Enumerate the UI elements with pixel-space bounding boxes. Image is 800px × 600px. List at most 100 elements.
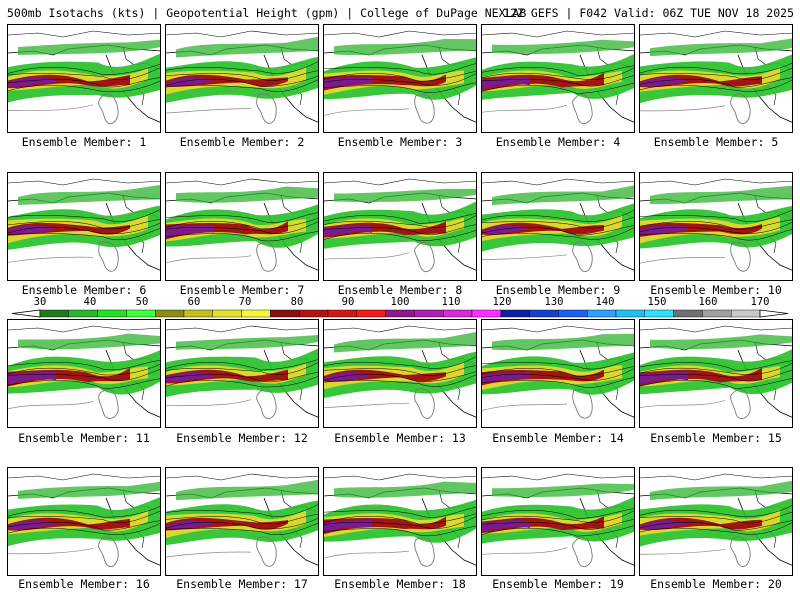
isotach-map-graphic <box>8 325 160 419</box>
colorbar-left-arrow <box>11 309 41 318</box>
colorbar-tick-label: 130 <box>544 296 564 308</box>
colorbar-swatch <box>270 309 300 318</box>
colorbar: 30 40 50 60 70 80 90 100 110 120 130 140 150 160 170 <box>0 296 800 320</box>
colorbar-tick-label: 150 <box>647 296 667 308</box>
ensemble-member-label: Ensemble Member: 12 <box>176 431 308 445</box>
isotach-map-graphic <box>8 473 160 568</box>
colorbar-swatch <box>731 309 761 318</box>
ensemble-member-label: Ensemble Member: 15 <box>650 431 782 445</box>
isotach-map-graphic <box>8 30 160 125</box>
colorbar-tick-label: 30 <box>33 296 47 308</box>
colorbar-swatch <box>644 309 674 318</box>
ensemble-member-map <box>639 467 793 576</box>
colorbar-swatch <box>500 309 530 318</box>
ensemble-member-map <box>7 319 161 428</box>
colorbar-swatch <box>126 309 156 318</box>
ensemble-member-label: Ensemble Member: 2 <box>179 135 305 149</box>
colorbar-swatch <box>529 309 559 318</box>
ensemble-member-label: Ensemble Member: 5 <box>653 135 779 149</box>
ensemble-member-map <box>7 24 161 133</box>
ensemble-member-map <box>165 467 319 576</box>
ensemble-member-label: Ensemble Member: 7 <box>179 283 305 297</box>
ensemble-member-map <box>323 319 477 428</box>
header-title: 500mb Isotachs (kts) | Geopotential Heig… <box>7 6 527 20</box>
ensemble-member-map <box>165 172 319 281</box>
ensemble-member-map <box>481 172 635 281</box>
colorbar-swatch <box>471 309 501 318</box>
colorbar-tick-label: 90 <box>341 296 355 308</box>
colorbar-tick-label: 60 <box>187 296 201 308</box>
isotach-map-graphic <box>166 178 318 272</box>
colorbar-swatch <box>615 309 645 318</box>
ensemble-member-label: Ensemble Member: 14 <box>492 431 624 445</box>
isotach-map-graphic <box>482 473 634 568</box>
colorbar-tick-label: 50 <box>135 296 149 308</box>
isotach-map-graphic <box>166 473 318 567</box>
colorbar-graphic <box>11 309 789 318</box>
isotach-map-graphic <box>166 30 318 124</box>
ensemble-member-map <box>7 467 161 576</box>
colorbar-tick-label: 140 <box>595 296 615 308</box>
ensemble-member-map <box>481 24 635 133</box>
ensemble-member-map <box>323 172 477 281</box>
header: 500mb Isotachs (kts) | Geopotential Heig… <box>0 0 800 24</box>
colorbar-tick-label: 100 <box>390 296 410 308</box>
ensemble-member-label: Ensemble Member: 1 <box>21 135 147 149</box>
isotach-map-graphic <box>640 325 792 419</box>
ensemble-member-label: Ensemble Member: 6 <box>21 283 147 297</box>
colorbar-tick-label: 170 <box>750 296 770 308</box>
colorbar-tick-label: 110 <box>441 296 461 308</box>
colorbar-tick-label: 40 <box>83 296 97 308</box>
isotach-map-graphic <box>640 473 792 568</box>
header-run-info: 12Z GEFS | F042 Valid: 06Z TUE NOV 18 20… <box>503 6 794 20</box>
colorbar-tick-label: 70 <box>238 296 252 308</box>
colorbar-swatch <box>702 309 732 318</box>
isotach-map-graphic <box>482 178 634 272</box>
ensemble-member-map <box>639 319 793 428</box>
colorbar-swatch <box>414 309 444 318</box>
ensemble-member-label: Ensemble Member: 4 <box>495 135 621 149</box>
isotach-map-graphic <box>482 30 634 124</box>
ensemble-member-label: Ensemble Member: 13 <box>334 431 466 445</box>
ensemble-member-label: Ensemble Member: 9 <box>495 283 621 297</box>
colorbar-right-arrow <box>759 309 789 318</box>
ensemble-member-map <box>7 172 161 281</box>
ensemble-member-map <box>165 319 319 428</box>
colorbar-swatch <box>212 309 242 318</box>
isotach-map-graphic <box>324 325 476 419</box>
ensemble-member-label: Ensemble Member: 20 <box>650 577 782 591</box>
colorbar-tick-label: 120 <box>492 296 512 308</box>
colorbar-swatch <box>558 309 588 318</box>
colorbar-swatch <box>356 309 386 318</box>
isotach-map-graphic <box>8 178 160 272</box>
isotach-map-graphic <box>166 325 318 420</box>
colorbar-tick-label: 160 <box>698 296 718 308</box>
colorbar-swatch <box>241 309 271 318</box>
colorbar-swatch <box>68 309 98 318</box>
ensemble-member-map <box>323 24 477 133</box>
isotach-map-graphic <box>482 325 634 419</box>
ensemble-member-label: Ensemble Member: 11 <box>18 431 150 445</box>
colorbar-swatch <box>385 309 415 318</box>
colorbar-tick-label: 80 <box>290 296 304 308</box>
colorbar-swatch <box>39 309 69 318</box>
isotach-map-graphic <box>640 30 792 125</box>
ensemble-member-label: Ensemble Member: 3 <box>337 135 463 149</box>
isotach-map-graphic <box>324 178 476 273</box>
ensemble-member-label: Ensemble Member: 8 <box>337 283 463 297</box>
ensemble-member-map <box>639 24 793 133</box>
ensemble-member-map <box>323 467 477 576</box>
ensemble-member-label: Ensemble Member: 19 <box>492 577 624 591</box>
isotach-map-graphic <box>324 473 476 567</box>
isotach-map-graphic <box>324 30 476 124</box>
ensemble-member-label: Ensemble Member: 10 <box>650 283 782 297</box>
colorbar-swatch <box>443 309 473 318</box>
ensemble-member-map <box>481 319 635 428</box>
ensemble-member-label: Ensemble Member: 18 <box>334 577 466 591</box>
colorbar-swatch <box>299 309 329 318</box>
colorbar-swatch <box>97 309 127 318</box>
colorbar-swatch <box>183 309 213 318</box>
ensemble-member-map <box>165 24 319 133</box>
colorbar-swatch <box>327 309 357 318</box>
ensemble-member-label: Ensemble Member: 17 <box>176 577 308 591</box>
